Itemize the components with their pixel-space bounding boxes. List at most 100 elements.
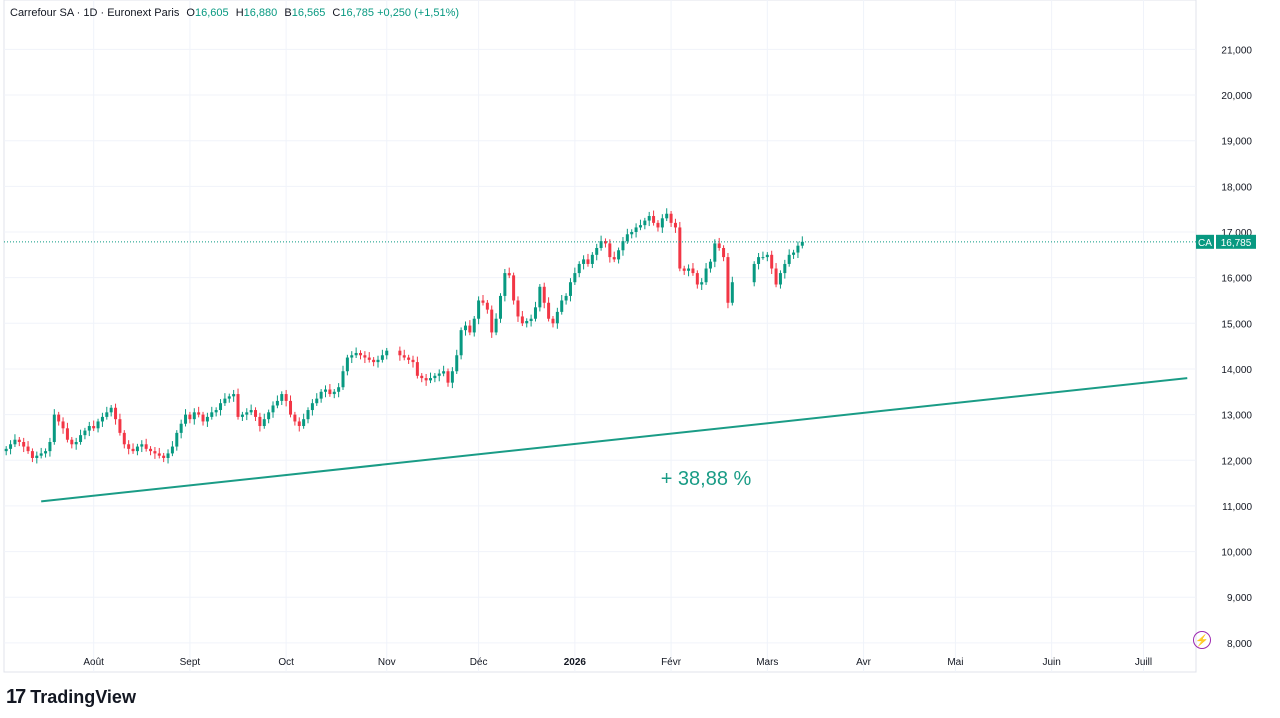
candle-body (350, 355, 354, 358)
candle-body (293, 414, 297, 422)
candle-body (289, 400, 293, 415)
candle-body (494, 318, 498, 333)
candle-body (660, 218, 664, 228)
candle-body (765, 254, 769, 258)
candle-body (652, 216, 656, 223)
candle-body (665, 213, 669, 219)
candle-body (332, 391, 336, 395)
candle-body (673, 222, 677, 228)
candle-body (380, 355, 384, 360)
candle-body (459, 330, 463, 356)
candle-body (638, 225, 642, 228)
plot-area (3, 0, 1197, 673)
candle-body (30, 451, 34, 458)
low-label: B (284, 7, 292, 19)
candle-body (599, 241, 603, 248)
candle-body (201, 414, 205, 422)
candle-body (144, 444, 148, 449)
candle-body (442, 371, 446, 374)
candle-body (555, 311, 559, 324)
candle-body (433, 375, 437, 379)
candle-body (284, 394, 288, 401)
candle-body (708, 261, 712, 269)
candle-body (249, 410, 253, 413)
candle-body (262, 419, 266, 427)
x-tick-label: Oct (278, 657, 294, 668)
ticker-tag (1196, 234, 1214, 249)
candle-body (258, 416, 262, 427)
candle-body (590, 254, 594, 264)
close-value: 16,785 (340, 7, 375, 19)
candle-body (695, 273, 699, 285)
open-value: 16,605 (194, 7, 229, 19)
candle-body (345, 357, 349, 372)
candle-body (564, 295, 568, 301)
candle-body (44, 451, 48, 454)
candle-body (752, 263, 756, 283)
candle-body (39, 453, 43, 456)
candle-body (122, 432, 126, 445)
candle-body (700, 282, 704, 285)
candle-body (512, 275, 516, 301)
candle-body (503, 273, 507, 296)
candle-body (184, 414, 188, 424)
candle-body (354, 352, 358, 356)
candle-body (730, 282, 734, 303)
candle-body (800, 241, 804, 246)
low-value: 16,565 (291, 7, 326, 19)
candle-body (254, 410, 258, 417)
candle-body (787, 254, 791, 264)
candle-body (529, 318, 533, 322)
candle-body (127, 444, 131, 449)
candle-body (337, 387, 341, 392)
candle-body (275, 400, 279, 406)
close-label: C (332, 7, 341, 19)
candle-body (455, 355, 459, 372)
candle-body (223, 398, 227, 404)
candle-body (302, 419, 306, 427)
candle-body (376, 359, 380, 363)
candle-body (485, 302, 489, 310)
candle-body (757, 257, 761, 264)
candle-body (179, 423, 183, 433)
candle-body (341, 371, 345, 388)
y-tick-label: 17,000 (1221, 228, 1252, 239)
candle-body (372, 359, 376, 363)
candle-body (22, 442, 26, 447)
candle-body (717, 243, 721, 248)
high-value: 16,880 (243, 7, 278, 19)
candle-body (324, 389, 328, 392)
y-tick-label: 11,000 (1222, 502, 1252, 513)
candle-body (65, 428, 69, 440)
candle-body (533, 307, 537, 319)
candle-body (722, 247, 726, 258)
y-tick-label: 18,000 (1221, 182, 1252, 193)
candle-body (669, 213, 673, 223)
candle-body (210, 412, 214, 417)
candle-body (407, 357, 411, 360)
candle-body (428, 378, 432, 381)
candle-body (197, 412, 201, 415)
candle-body (411, 359, 415, 363)
candle-body (315, 398, 319, 404)
candle-body (778, 273, 782, 285)
candle-body (245, 412, 249, 415)
chart-header: Carrefour SA · 1D · Euronext Paris O16,6… (10, 7, 459, 19)
candle-body (792, 252, 796, 255)
tradingview-logo[interactable]: 17 TradingView (6, 686, 136, 709)
candle-body (481, 300, 485, 303)
x-tick-label: Août (83, 657, 104, 668)
candle-body (310, 403, 314, 411)
y-tick-label: 14,000 (1221, 365, 1252, 376)
candle-body (363, 355, 367, 358)
lightning-icon[interactable]: ⚡ (1193, 631, 1211, 649)
y-tick-label: 19,000 (1221, 137, 1252, 148)
x-tick-label: Avr (856, 657, 871, 668)
candle-body (398, 350, 402, 356)
candle-body (83, 430, 87, 436)
x-tick-label: Mars (756, 657, 778, 668)
candle-body (219, 403, 223, 411)
candle-body (713, 243, 717, 262)
candle-body (170, 446, 174, 454)
